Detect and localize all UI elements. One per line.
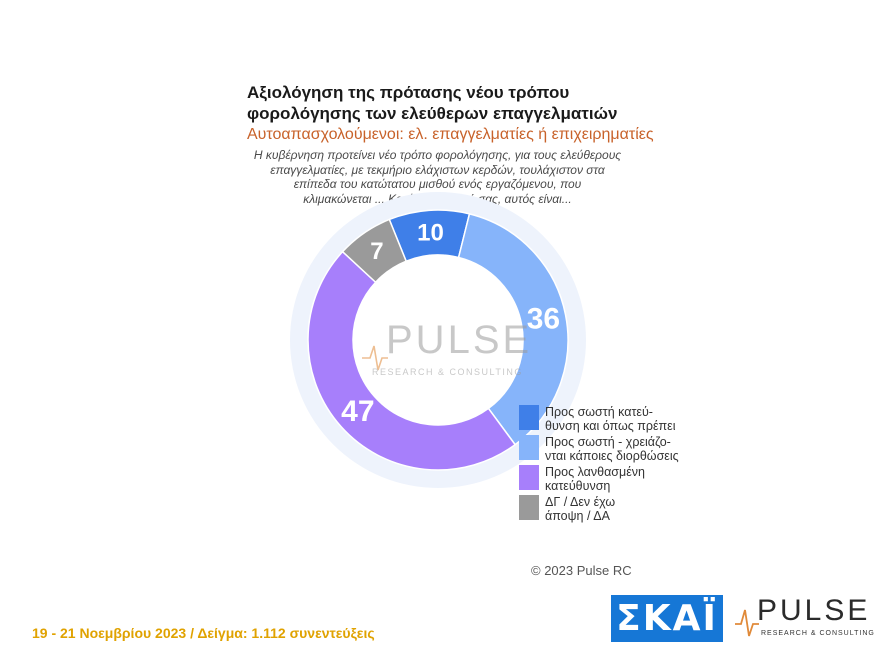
legend-swatch [519, 405, 539, 430]
slice-value-label: 36 [527, 303, 560, 336]
pulse-logo-wave-icon [735, 609, 759, 637]
slice-value-label: 7 [370, 238, 383, 265]
pulse-wave-icon [362, 345, 388, 371]
donut-slice [341, 218, 408, 284]
question-line-1: Η κυβέρνηση προτείνει νέο τρόπο φορολόγη… [253, 148, 622, 162]
legend-swatch [519, 495, 539, 520]
legend-label: Προς λανθασμένη κατεύθυνση [545, 465, 645, 493]
legend-item: Προς σωστή - χρειάζο-νται κάποιες διορθώ… [519, 435, 704, 465]
legend-item: Προς λανθασμένη κατεύθυνση [519, 465, 704, 495]
watermark-word: PULSE [386, 318, 533, 362]
survey-dates-sample: 19 - 21 Νοεμβρίου 2023 / Δείγμα: 1.112 σ… [32, 625, 375, 641]
donut-hole [353, 255, 523, 425]
title-line-2: φορολόγησης των ελεύθερων επαγγελματιών [247, 104, 618, 123]
chart-legend: Προς σωστή κατεύ-θυνση και όπως πρέπει Π… [519, 405, 704, 525]
watermark-tagline: RESEARCH & CONSULTING [372, 367, 523, 377]
chart-title: Αξιολόγηση της πρότασης νέου τρόπου φορο… [247, 82, 727, 124]
pulse-logo: PULSE RESEARCH & CONSULTING [735, 592, 874, 644]
slice-value-label: 47 [341, 395, 374, 428]
legend-item: ΔΓ / Δεν έχω άποψη / ΔΑ [519, 495, 704, 525]
slice-value-label: 10 [417, 219, 444, 246]
skai-logo: ΣΚΑΪ [611, 595, 723, 642]
legend-label: ΔΓ / Δεν έχω άποψη / ΔΑ [545, 495, 616, 523]
pulse-logo-word: PULSE [757, 594, 871, 627]
chart-subtitle: Αυτοαπασχολούμενοι: ελ. επαγγελματίες ή … [247, 126, 654, 143]
pulse-logo-tagline: RESEARCH & CONSULTING [761, 630, 875, 637]
question-line-3: επίπεδα του κατώτατου μισθού ενός εργαζό… [293, 177, 582, 191]
legend-item: Προς σωστή κατεύ-θυνση και όπως πρέπει [519, 405, 704, 435]
legend-label: Προς σωστή - χρειάζο-νται κάποιες διορθώ… [545, 435, 679, 463]
legend-swatch [519, 465, 539, 490]
legend-swatch [519, 435, 539, 460]
copyright-text: © 2023 Pulse RC [531, 563, 632, 578]
title-line-1: Αξιολόγηση της πρότασης νέου τρόπου [247, 83, 570, 102]
pulse-watermark: PULSE RESEARCH & CONSULTING [362, 318, 532, 383]
legend-label: Προς σωστή κατεύ-θυνση και όπως πρέπει [545, 405, 676, 433]
question-line-2: επαγγελματίες, με τεκμήριο ελάχιστων κερ… [270, 162, 605, 177]
